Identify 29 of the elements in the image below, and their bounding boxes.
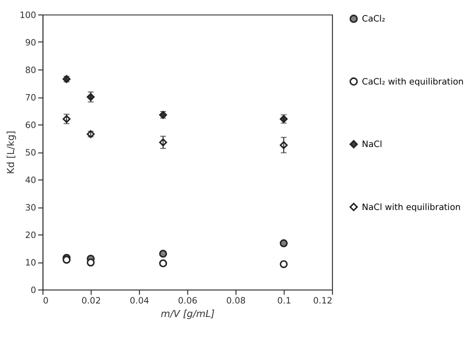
y-tick-label: 70	[25, 93, 36, 104]
x-tick-label: 0.02	[82, 296, 101, 306]
y-tick-label: 50	[25, 148, 36, 158]
x-tick-label: 0.04	[130, 296, 150, 306]
x-tick-label: 0.08	[226, 296, 246, 306]
y-tick-label: 30	[25, 203, 36, 214]
y-tick-label: 60	[25, 120, 36, 131]
y-tick-label: 100	[20, 10, 36, 21]
x-tick-label: 0.06	[178, 296, 198, 306]
point	[280, 239, 288, 248]
y-tick-label: 20	[25, 230, 36, 241]
x-tick-label: 0.1	[277, 296, 292, 306]
y-tick-label: 80	[25, 66, 36, 76]
point	[159, 250, 168, 258]
y-tick-label: 40	[25, 176, 36, 186]
x-axis-title: m/V [g/mL]	[160, 308, 215, 320]
y-axis-title: Kd [L/kg]	[6, 130, 17, 174]
point	[280, 260, 288, 268]
point	[86, 258, 95, 266]
x-tick-label: 0.12	[313, 296, 332, 306]
point	[159, 259, 168, 268]
y-tick-label: 90	[25, 38, 36, 48]
x-tick-label: 0	[42, 296, 48, 306]
y-tick-label: 0	[30, 286, 36, 296]
y-tick-label: 10	[25, 258, 36, 268]
legend-label: CaCl₂	[362, 14, 386, 25]
legend-label: NaCl	[362, 140, 382, 150]
legend-label: NaCl with equilibration	[362, 202, 461, 213]
legend-label: CaCl₂ with equilibration	[362, 77, 464, 88]
